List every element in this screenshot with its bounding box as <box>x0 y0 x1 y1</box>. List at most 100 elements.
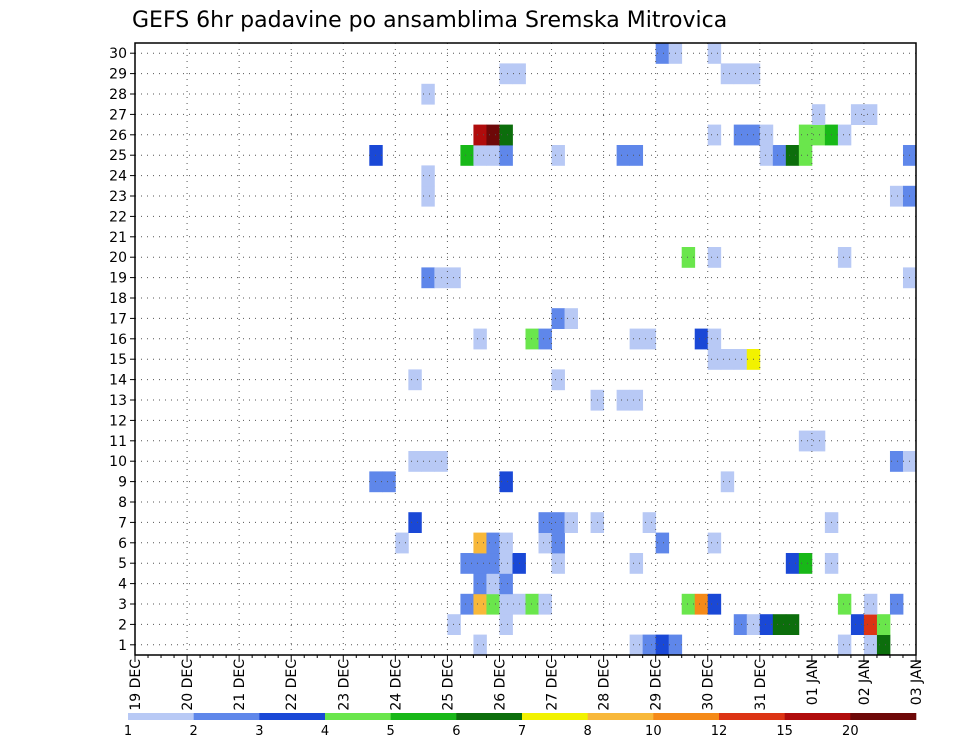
precip-cell <box>473 634 487 656</box>
precip-cell <box>759 614 774 635</box>
y-tick-label: 30 <box>109 46 127 62</box>
precip-cell <box>733 63 748 85</box>
legend-swatch <box>784 713 851 720</box>
precip-cell <box>772 614 787 635</box>
precip-cell <box>551 512 565 533</box>
precip-cell <box>655 532 670 554</box>
legend-label: 15 <box>776 724 793 739</box>
x-tick-label: 31 DEC <box>753 659 769 711</box>
precip-cell <box>720 471 735 493</box>
precip-cell <box>551 145 565 166</box>
chart-title: GEFS 6hr padavine po ansamblima Sremska … <box>132 8 727 33</box>
color-legend: 1 2 3 4 5 6 7 8 10 12 15 20 <box>124 713 917 739</box>
y-tick-label: 8 <box>118 495 127 511</box>
precip-cell <box>421 165 435 187</box>
x-tick-label: 20 DEC <box>180 659 196 711</box>
precip-cell <box>707 328 722 350</box>
precip-cell <box>837 247 852 268</box>
precip-cell <box>863 634 878 656</box>
precip-cell <box>408 369 422 391</box>
precip-cell <box>473 573 487 595</box>
precip-cell <box>707 124 722 146</box>
precip-cell <box>447 267 461 289</box>
precip-cell <box>473 145 487 166</box>
precip-cell <box>837 634 852 656</box>
y-tick-label: 22 <box>109 209 127 225</box>
precip-cell <box>681 247 696 268</box>
legend-swatch <box>653 713 720 720</box>
precip-cell <box>655 43 670 64</box>
precip-cell <box>681 593 696 615</box>
precip-cell <box>551 369 565 391</box>
precip-cell <box>694 328 709 350</box>
legend-label: 2 <box>190 724 198 739</box>
legend-swatch <box>587 713 654 720</box>
y-tick-label: 9 <box>118 475 127 491</box>
legend-swatch <box>193 713 260 720</box>
y-tick-label: 28 <box>109 87 127 103</box>
x-axis-ticks: 19 DEC 20 DEC 21 DEC 22 DEC 23 DEC 24 DEC 25 D… <box>128 655 925 711</box>
precip-cell <box>499 553 513 574</box>
precip-cell <box>798 553 813 574</box>
precip-cell <box>421 83 435 105</box>
precip-cell <box>720 63 735 85</box>
precip-cell <box>785 145 800 166</box>
precip-cell <box>538 532 552 554</box>
precip-cell <box>837 124 852 146</box>
y-tick-label: 16 <box>109 332 127 348</box>
precip-cell <box>629 634 644 656</box>
legend-label: 5 <box>387 724 395 739</box>
precip-cell <box>486 124 500 146</box>
y-tick-label: 24 <box>109 169 127 185</box>
precip-cell <box>369 471 383 493</box>
x-tick-label: 19 DEC <box>128 659 144 711</box>
legend-label: 10 <box>645 724 662 739</box>
precip-cell <box>499 124 513 146</box>
precip-cell <box>850 104 865 125</box>
precip-cell <box>642 634 657 656</box>
precip-cell <box>707 532 722 554</box>
legend-swatch <box>259 713 326 720</box>
precip-cell <box>382 471 396 493</box>
x-tick-label: 02 JAN <box>857 659 873 705</box>
precip-cell <box>655 634 670 656</box>
precip-cell <box>863 104 878 125</box>
precip-cell <box>499 471 513 493</box>
legend-label: 1 <box>124 724 132 739</box>
y-tick-label: 29 <box>109 67 127 83</box>
precip-cell <box>720 349 735 370</box>
x-tick-label: 27 DEC <box>545 659 561 711</box>
precip-cell <box>460 553 474 574</box>
precip-cell <box>759 124 774 146</box>
precip-cell <box>707 349 722 370</box>
precip-cell <box>564 512 578 533</box>
precip-cell <box>642 512 657 533</box>
precip-cell <box>525 593 539 615</box>
legend-swatch <box>325 713 391 720</box>
y-tick-label: 4 <box>118 577 127 593</box>
x-tick-label: 23 DEC <box>336 659 352 711</box>
precip-cell <box>889 185 904 207</box>
precip-cell <box>499 532 513 554</box>
precip-cell <box>369 145 383 166</box>
precip-cell <box>551 532 565 554</box>
precip-cell <box>629 328 644 350</box>
legend-label: 4 <box>321 724 329 739</box>
legend-label: 8 <box>584 724 592 739</box>
y-tick-label: 26 <box>109 128 127 144</box>
x-tick-label: 22 DEC <box>284 659 300 711</box>
precip-cell <box>629 553 644 574</box>
precip-cell <box>850 614 865 635</box>
y-tick-label: 12 <box>109 413 127 429</box>
precip-cell <box>876 634 891 656</box>
precip-cell <box>486 573 500 595</box>
precip-cell <box>811 430 826 452</box>
x-tick-label: 28 DEC <box>597 659 613 711</box>
legend-label: 7 <box>518 724 526 739</box>
precip-cell <box>889 593 904 615</box>
precip-cell <box>486 145 500 166</box>
y-tick-label: 1 <box>118 638 127 654</box>
precip-cell <box>707 43 722 64</box>
precip-cell <box>785 553 800 574</box>
